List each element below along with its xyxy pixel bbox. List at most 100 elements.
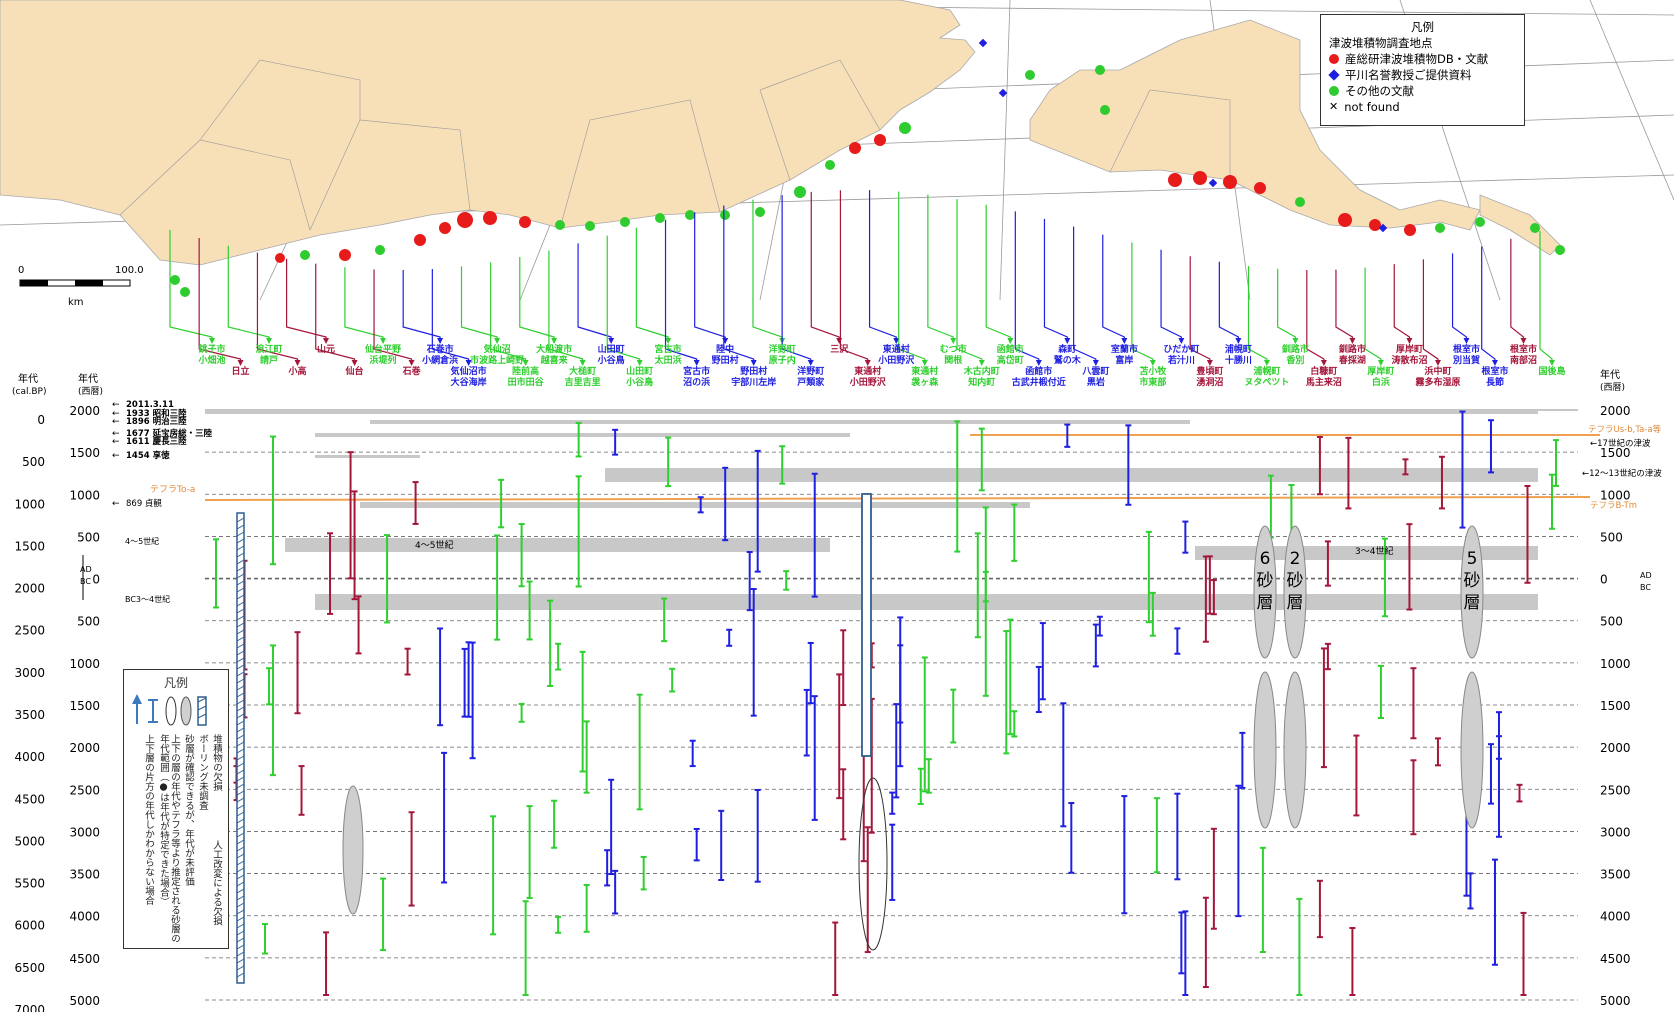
- band-45-label: 4～5世紀: [415, 539, 453, 551]
- site-name: むつ市: [940, 343, 967, 355]
- scale-max: 100.0: [115, 265, 144, 276]
- event-label: 1933 昭和三陸: [126, 408, 187, 419]
- leader-arrow: [1235, 338, 1242, 344]
- leader-arrow: [1491, 360, 1498, 366]
- tick-calbp: 1500: [14, 539, 45, 553]
- event-labels: ← 2011.3.11 ← 1933 昭和三陸 ← 1896 明治三陸 ← 1677 延宝房総…: [112, 400, 213, 604]
- leader-arrow: [950, 338, 957, 344]
- leader-arrow: [1434, 360, 1441, 366]
- leader-arrow: [722, 338, 729, 344]
- tick-calbp: 500: [22, 455, 45, 469]
- leader-arrow: [1064, 338, 1071, 344]
- site-name: 山元: [317, 343, 335, 355]
- site-name: ひだか町: [1163, 344, 1199, 355]
- site-subname: 湧洞沼: [1196, 376, 1223, 388]
- site-subname: 鷲の木: [1054, 354, 1082, 366]
- leader-arrow: [494, 338, 501, 344]
- site-subname: 古武井椴付近: [1012, 376, 1066, 388]
- blue-diamond-icon: [1328, 69, 1340, 81]
- tick-ad-left: 3500: [69, 868, 100, 882]
- axis-title-calbp-unit: (cal.BP): [12, 387, 46, 397]
- tick-ad-right: 2000: [1600, 404, 1631, 418]
- event-label: 4～5世紀: [125, 536, 159, 546]
- site-subname: 十勝川: [1225, 354, 1252, 366]
- leader-arrow: [1349, 338, 1356, 344]
- site-subname: 市東部: [1139, 376, 1166, 388]
- site-subname: 白浜: [1372, 376, 1390, 388]
- site-label: 日立: [232, 365, 250, 377]
- leader-arrow: [1292, 338, 1299, 344]
- tick-ad-left: 1500: [69, 699, 100, 713]
- site-subname: 涛散布沼: [1391, 354, 1427, 366]
- leader-arrow: [665, 338, 672, 344]
- site-name: 陸前高: [512, 365, 539, 377]
- tephra-toa-label: テフラTo-a: [150, 484, 195, 495]
- sand-layer-ellipse: [1283, 671, 1307, 829]
- event-band: [360, 502, 1030, 508]
- leader-arrow: [921, 360, 928, 366]
- tick-ad-right: 3000: [1600, 825, 1631, 839]
- site-name: 山田町: [598, 343, 625, 355]
- site-name: 日立: [232, 365, 250, 377]
- site-subname: 富岸: [1115, 354, 1133, 366]
- site-name: 苫小牧: [1139, 365, 1167, 377]
- scale-bar: 0 100.0 km: [18, 265, 144, 308]
- event-band: [315, 433, 850, 437]
- artificial-loss-bar: [861, 493, 872, 757]
- site-name: 浦幌町: [1253, 365, 1280, 377]
- tick-ad-left: 3000: [69, 825, 100, 839]
- site-label: 仙台: [346, 365, 364, 377]
- sand-label-1: 砂: [1464, 571, 1481, 591]
- site-name: 根室市: [1510, 343, 1537, 355]
- site-subname: 関根: [944, 354, 963, 366]
- site-subname: 高岱町: [997, 354, 1024, 366]
- tick-calbp: 1000: [14, 497, 45, 511]
- tick-ad-right: 1000: [1600, 488, 1631, 502]
- site-name: 野田村: [740, 365, 767, 377]
- site-label: 三沢: [830, 343, 849, 355]
- event-arrow: ←: [112, 400, 120, 410]
- axis-title-calbp: 年代: [18, 372, 38, 385]
- timeline-chart: 年代(cal.BP)年代(西暦)050010001500200025003000…: [12, 368, 1662, 1012]
- site-subname: 野田村: [712, 354, 739, 366]
- event-band: [370, 420, 1190, 424]
- tick-ad-left: 2000: [69, 741, 100, 755]
- leader-arrow: [351, 360, 358, 366]
- leader-arrow: [1121, 338, 1128, 344]
- tick-calbp: 3500: [14, 708, 45, 722]
- symbol-legend-icons: [132, 694, 207, 726]
- site-name: 仙台: [346, 365, 364, 377]
- site-labels: 銚子市小畑池日立浪江町請戸小高山元仙台仙台平野浜堤列石巻石巻市小網倉浜気仙沼市大…: [197, 343, 1565, 388]
- site-name: 陸中: [716, 343, 734, 355]
- leader-arrow: [1406, 338, 1413, 344]
- bc-label-right: BC: [1640, 583, 1651, 592]
- site-subname: 長節: [1486, 376, 1504, 388]
- sand-count: 6: [1260, 549, 1271, 569]
- tick-ad-left: 2500: [69, 783, 100, 797]
- sand-count: 5: [1467, 549, 1478, 569]
- tick-calbp: 4000: [14, 750, 45, 764]
- site-name: 山田町: [626, 365, 653, 377]
- tick-ad-right: 1000: [1600, 657, 1631, 671]
- event-band: [285, 538, 830, 552]
- leader-arrow: [237, 360, 244, 366]
- legend-title: 凡例: [1411, 20, 1434, 34]
- sand-count: 2: [1290, 549, 1301, 569]
- tick-ad-right: 4000: [1600, 910, 1631, 924]
- site-subname: 袰ヶ森: [910, 376, 939, 388]
- legend-item-notfound: ✕ not found: [1329, 100, 1400, 114]
- tick-ad-right: 4500: [1600, 952, 1631, 966]
